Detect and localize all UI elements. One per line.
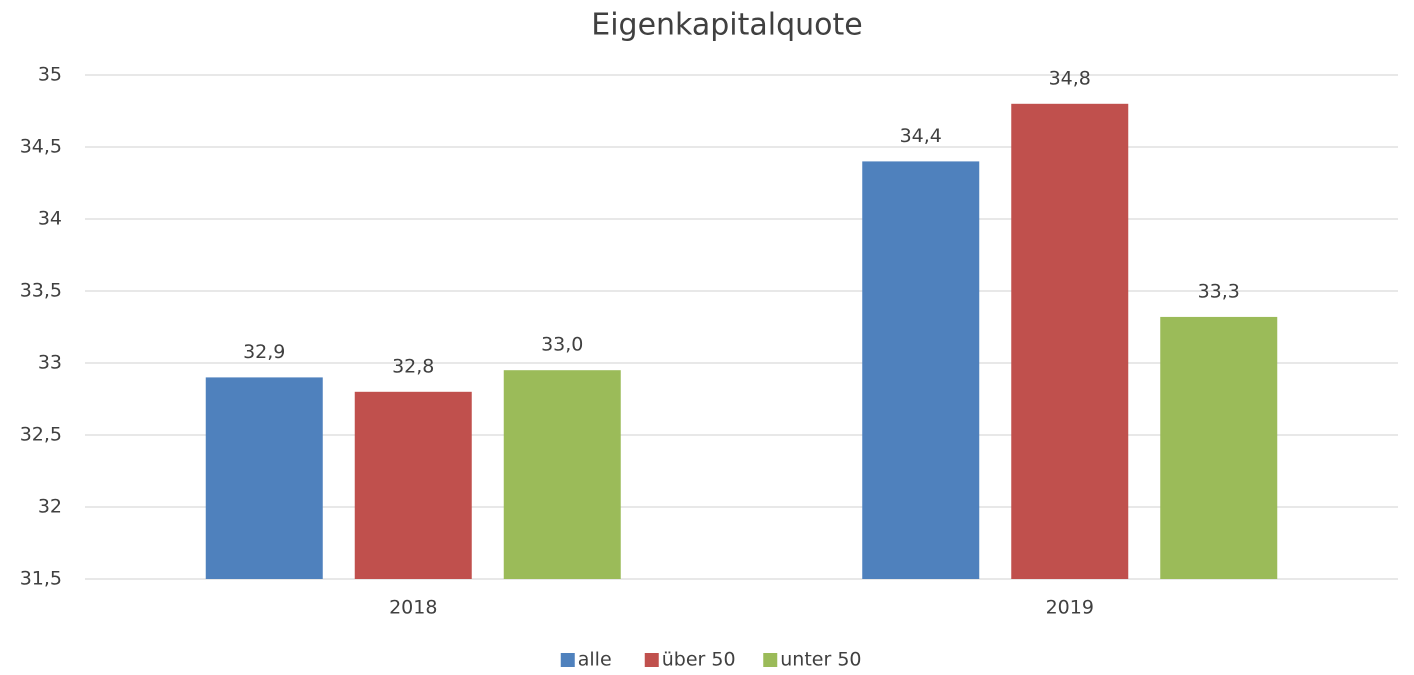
y-tick-label: 32,5 bbox=[20, 424, 62, 446]
y-tick-label: 34,5 bbox=[20, 136, 62, 158]
x-tick-label: 2018 bbox=[389, 597, 437, 619]
legend-label: alle bbox=[578, 649, 612, 671]
bar bbox=[1011, 103, 1129, 580]
legend-label: unter 50 bbox=[780, 649, 861, 671]
legend-swatch bbox=[644, 653, 659, 667]
x-tick-label: 2019 bbox=[1046, 597, 1094, 619]
data-label: 33,0 bbox=[541, 334, 583, 356]
data-label: 34,4 bbox=[900, 125, 942, 147]
chart-title: Eigenkapitalquote bbox=[591, 8, 863, 43]
data-label: 34,8 bbox=[1049, 67, 1091, 89]
data-label: 32,9 bbox=[243, 341, 285, 363]
bar bbox=[862, 161, 980, 579]
data-label: 33,3 bbox=[1198, 280, 1240, 302]
bar bbox=[354, 391, 472, 579]
y-tick-label: 33,5 bbox=[20, 280, 62, 302]
legend-swatch bbox=[763, 653, 778, 667]
y-tick-label: 31,5 bbox=[20, 568, 62, 590]
bar bbox=[205, 377, 323, 579]
y-tick-label: 33 bbox=[38, 352, 62, 374]
bar bbox=[1160, 316, 1278, 579]
bar bbox=[503, 370, 621, 579]
legend-label: über 50 bbox=[662, 649, 736, 671]
y-tick-label: 34 bbox=[38, 208, 62, 230]
y-tick-label: 32 bbox=[38, 496, 62, 518]
data-label: 32,8 bbox=[392, 355, 434, 377]
y-tick-label: 35 bbox=[38, 64, 62, 86]
legend-swatch bbox=[560, 653, 575, 667]
